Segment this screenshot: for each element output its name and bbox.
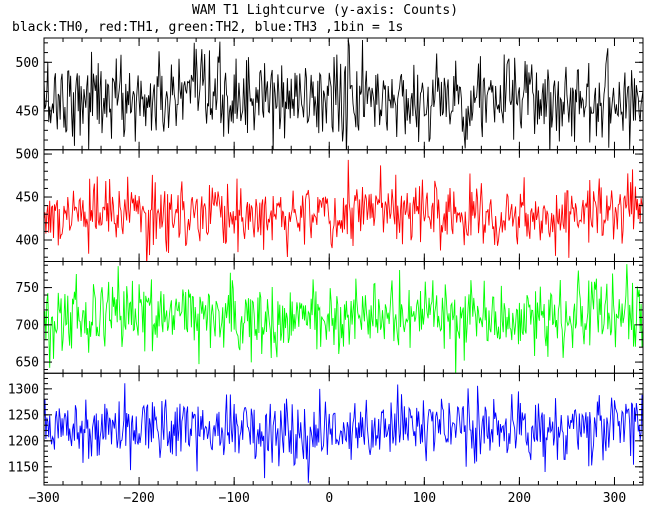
x-tick-label: 100 [413, 491, 436, 505]
y-tick-label: 750 [16, 281, 39, 296]
x-tick-label: −200 [123, 491, 154, 505]
y-tick-label: 450 [16, 191, 39, 206]
x-tick-label: 300 [603, 491, 626, 505]
panels-group: 450 500 400 450 500 650 700 750 1150 1200 1250 1300 [8, 37, 644, 486]
panel-frame [43, 372, 644, 486]
series-line-th1 [44, 159, 643, 262]
y-tick-label: 400 [16, 234, 39, 249]
chart-title: WAM T1 Lightcurve (y-axis: Counts) [192, 3, 458, 18]
panel-th3: 1150 1200 1250 1300 [8, 372, 644, 486]
y-tick-label: 1250 [8, 408, 39, 423]
y-tick-label: 700 [16, 318, 39, 333]
panel-th2: 650 700 750 [16, 261, 644, 374]
series-line-th0 [44, 39, 643, 150]
y-tick-label: 450 [16, 104, 39, 119]
y-tick-label: 1150 [8, 460, 39, 475]
panel-frame [43, 261, 644, 374]
series-line-th2 [44, 264, 643, 374]
y-tick-label: 500 [16, 56, 39, 71]
x-axis: −300 −200 −100 0 100 200 300 [28, 491, 626, 506]
series-line-th3 [44, 383, 643, 483]
chart-subtitle: black:TH0, red:TH1, green:TH2, blue:TH3 … [12, 20, 403, 35]
x-tick-label: 0 [325, 491, 333, 505]
panel-th0: 450 500 [16, 37, 644, 151]
panel-th1: 400 450 500 [16, 148, 644, 262]
y-tick-label: 1300 [8, 382, 39, 397]
x-tick-label: −300 [28, 491, 59, 505]
x-tick-label: 200 [508, 491, 531, 505]
y-tick-label: 1200 [8, 434, 39, 449]
y-tick-label: 650 [16, 356, 39, 371]
y-tick-label: 500 [16, 148, 39, 163]
x-tick-label: −100 [219, 491, 250, 505]
